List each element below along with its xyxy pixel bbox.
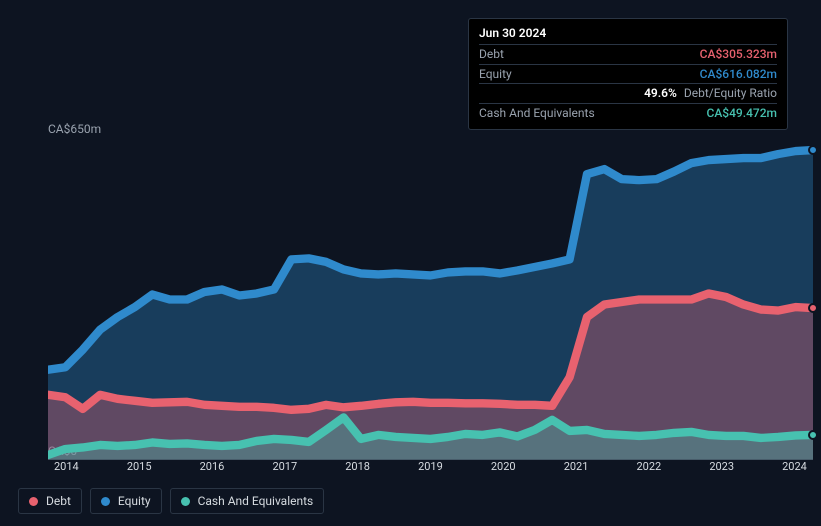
legend-item-debt[interactable]: Debt (18, 488, 82, 514)
tooltip-row-cash: Cash And Equivalents CA$49.472m (479, 103, 777, 123)
tooltip-value: CA$49.472m (707, 105, 778, 122)
chart-svg (48, 134, 813, 460)
tooltip-value: CA$305.323m (700, 46, 777, 63)
tooltip-row-debt: Debt CA$305.323m (479, 44, 777, 64)
tooltip-ratio-pct: 49.6% (644, 86, 677, 100)
legend-label: Cash And Equivalents (198, 494, 314, 508)
debt-swatch-icon (29, 497, 38, 506)
x-tick: 2015 (127, 460, 152, 480)
x-tick: 2019 (418, 460, 443, 480)
chart-container: CA$650m CA$0 201420152016201720182019202… (18, 124, 813, 480)
plot-area[interactable] (48, 134, 813, 460)
x-tick: 2018 (345, 460, 370, 480)
tooltip-row-ratio: 49.6% Debt/Equity Ratio (479, 83, 777, 103)
legend: Debt Equity Cash And Equivalents (18, 488, 324, 514)
x-tick: 2021 (564, 460, 589, 480)
x-tick: 2020 (491, 460, 516, 480)
cash-swatch-icon (181, 497, 190, 506)
tooltip-label: Equity (479, 66, 512, 83)
debt-marker-icon (808, 303, 818, 313)
legend-label: Debt (46, 494, 71, 508)
tooltip-date: Jun 30 2024 (479, 25, 777, 44)
tooltip-label: Cash And Equivalents (479, 105, 595, 122)
equity-swatch-icon (101, 497, 110, 506)
x-tick: 2017 (272, 460, 297, 480)
tooltip-panel: Jun 30 2024 Debt CA$305.323m Equity CA$6… (468, 18, 788, 130)
tooltip-label: Debt (479, 46, 504, 63)
x-axis: 2014 2015 2016 2017 2018 2019 2020 2021 2022 2023… (48, 460, 813, 480)
x-tick: 2016 (200, 460, 225, 480)
equity-marker-icon (808, 145, 818, 155)
legend-label: Equity (118, 494, 151, 508)
tooltip-row-equity: Equity CA$616.082m (479, 64, 777, 84)
cash-marker-icon (808, 430, 818, 440)
x-tick: 2023 (709, 460, 734, 480)
tooltip-value: CA$616.082m (700, 66, 777, 83)
tooltip-ratio-desc: Debt/Equity Ratio (684, 86, 777, 100)
x-tick: 2024 (782, 460, 807, 480)
legend-item-cash[interactable]: Cash And Equivalents (170, 488, 325, 514)
legend-item-equity[interactable]: Equity (90, 488, 162, 514)
x-tick: 2014 (54, 460, 79, 480)
x-tick: 2022 (637, 460, 662, 480)
